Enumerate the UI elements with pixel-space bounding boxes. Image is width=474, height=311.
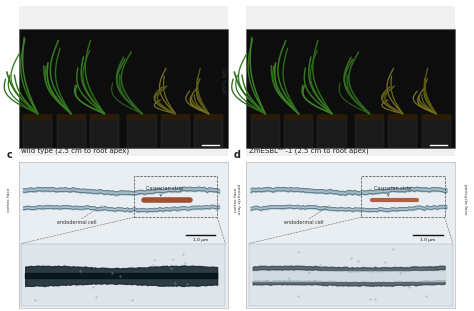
Bar	[21, 244, 226, 306]
Text: d: d	[234, 150, 241, 160]
Text: 95% RH: 95% RH	[223, 68, 228, 93]
Text: ZmESBLox-1: ZmESBLox-1	[377, 163, 403, 188]
Bar	[422, 114, 451, 120]
Bar	[23, 114, 52, 120]
Text: c: c	[7, 150, 12, 160]
Bar	[361, 176, 445, 217]
Text: ZmESBLox-1: ZmESBLox-1	[273, 163, 299, 188]
Text: cortex face: cortex face	[234, 188, 238, 212]
Text: wild type (2.5 cm to root apex): wild type (2.5 cm to root apex)	[21, 148, 129, 154]
Text: pericycle face: pericycle face	[464, 184, 467, 215]
Bar	[388, 114, 418, 120]
Bar	[251, 115, 280, 148]
Bar	[248, 244, 453, 306]
Bar	[128, 114, 156, 120]
Text: Casparian strip: Casparian strip	[146, 186, 183, 191]
Bar	[422, 115, 451, 148]
Text: ZmESBLox-2: ZmESBLox-2	[306, 163, 332, 188]
Text: cortex face: cortex face	[7, 188, 10, 212]
Text: wild type: wild type	[123, 163, 142, 182]
Text: endodermal cell: endodermal cell	[56, 220, 96, 225]
Bar	[90, 114, 119, 120]
Bar	[194, 115, 223, 148]
Text: ZmESBLox-1: ZmESBLox-1	[46, 163, 71, 188]
Bar	[161, 114, 190, 120]
Text: ZmESBLox-2: ZmESBLox-2	[410, 163, 436, 188]
Bar	[56, 114, 86, 120]
Bar	[19, 29, 228, 148]
Bar	[90, 115, 119, 148]
Bar	[355, 114, 384, 120]
Bar	[134, 176, 217, 217]
Bar	[251, 114, 280, 120]
Text: Casparian strip: Casparian strip	[374, 186, 411, 191]
Bar	[161, 115, 190, 148]
Text: wild type: wild type	[350, 163, 370, 182]
Bar	[23, 115, 52, 148]
Bar	[355, 115, 384, 148]
Text: ZmESBLox-2: ZmESBLox-2	[183, 163, 209, 188]
Text: endodermal cell: endodermal cell	[284, 220, 324, 225]
Text: 1.0 μm: 1.0 μm	[193, 238, 208, 242]
Text: 1.0 μm: 1.0 μm	[420, 238, 436, 242]
Bar	[246, 29, 455, 148]
Text: wild type: wild type	[246, 163, 265, 182]
Bar	[284, 115, 313, 148]
Text: wild type: wild type	[18, 163, 38, 182]
Bar	[56, 115, 86, 148]
Bar	[128, 115, 156, 148]
Bar	[284, 114, 313, 120]
Bar	[388, 115, 418, 148]
Text: ZmESBLox-1: ZmESBLox-1	[150, 163, 175, 188]
Text: ZmESBLᵃᵉʳ-1 (2.5 cm to root apex): ZmESBLᵃᵉʳ-1 (2.5 cm to root apex)	[248, 148, 368, 154]
Bar	[318, 115, 346, 148]
Text: pericycle face: pericycle face	[236, 184, 240, 215]
Bar	[194, 114, 223, 120]
Text: ZmESBLox-2: ZmESBLox-2	[79, 163, 104, 188]
Bar	[318, 114, 346, 120]
